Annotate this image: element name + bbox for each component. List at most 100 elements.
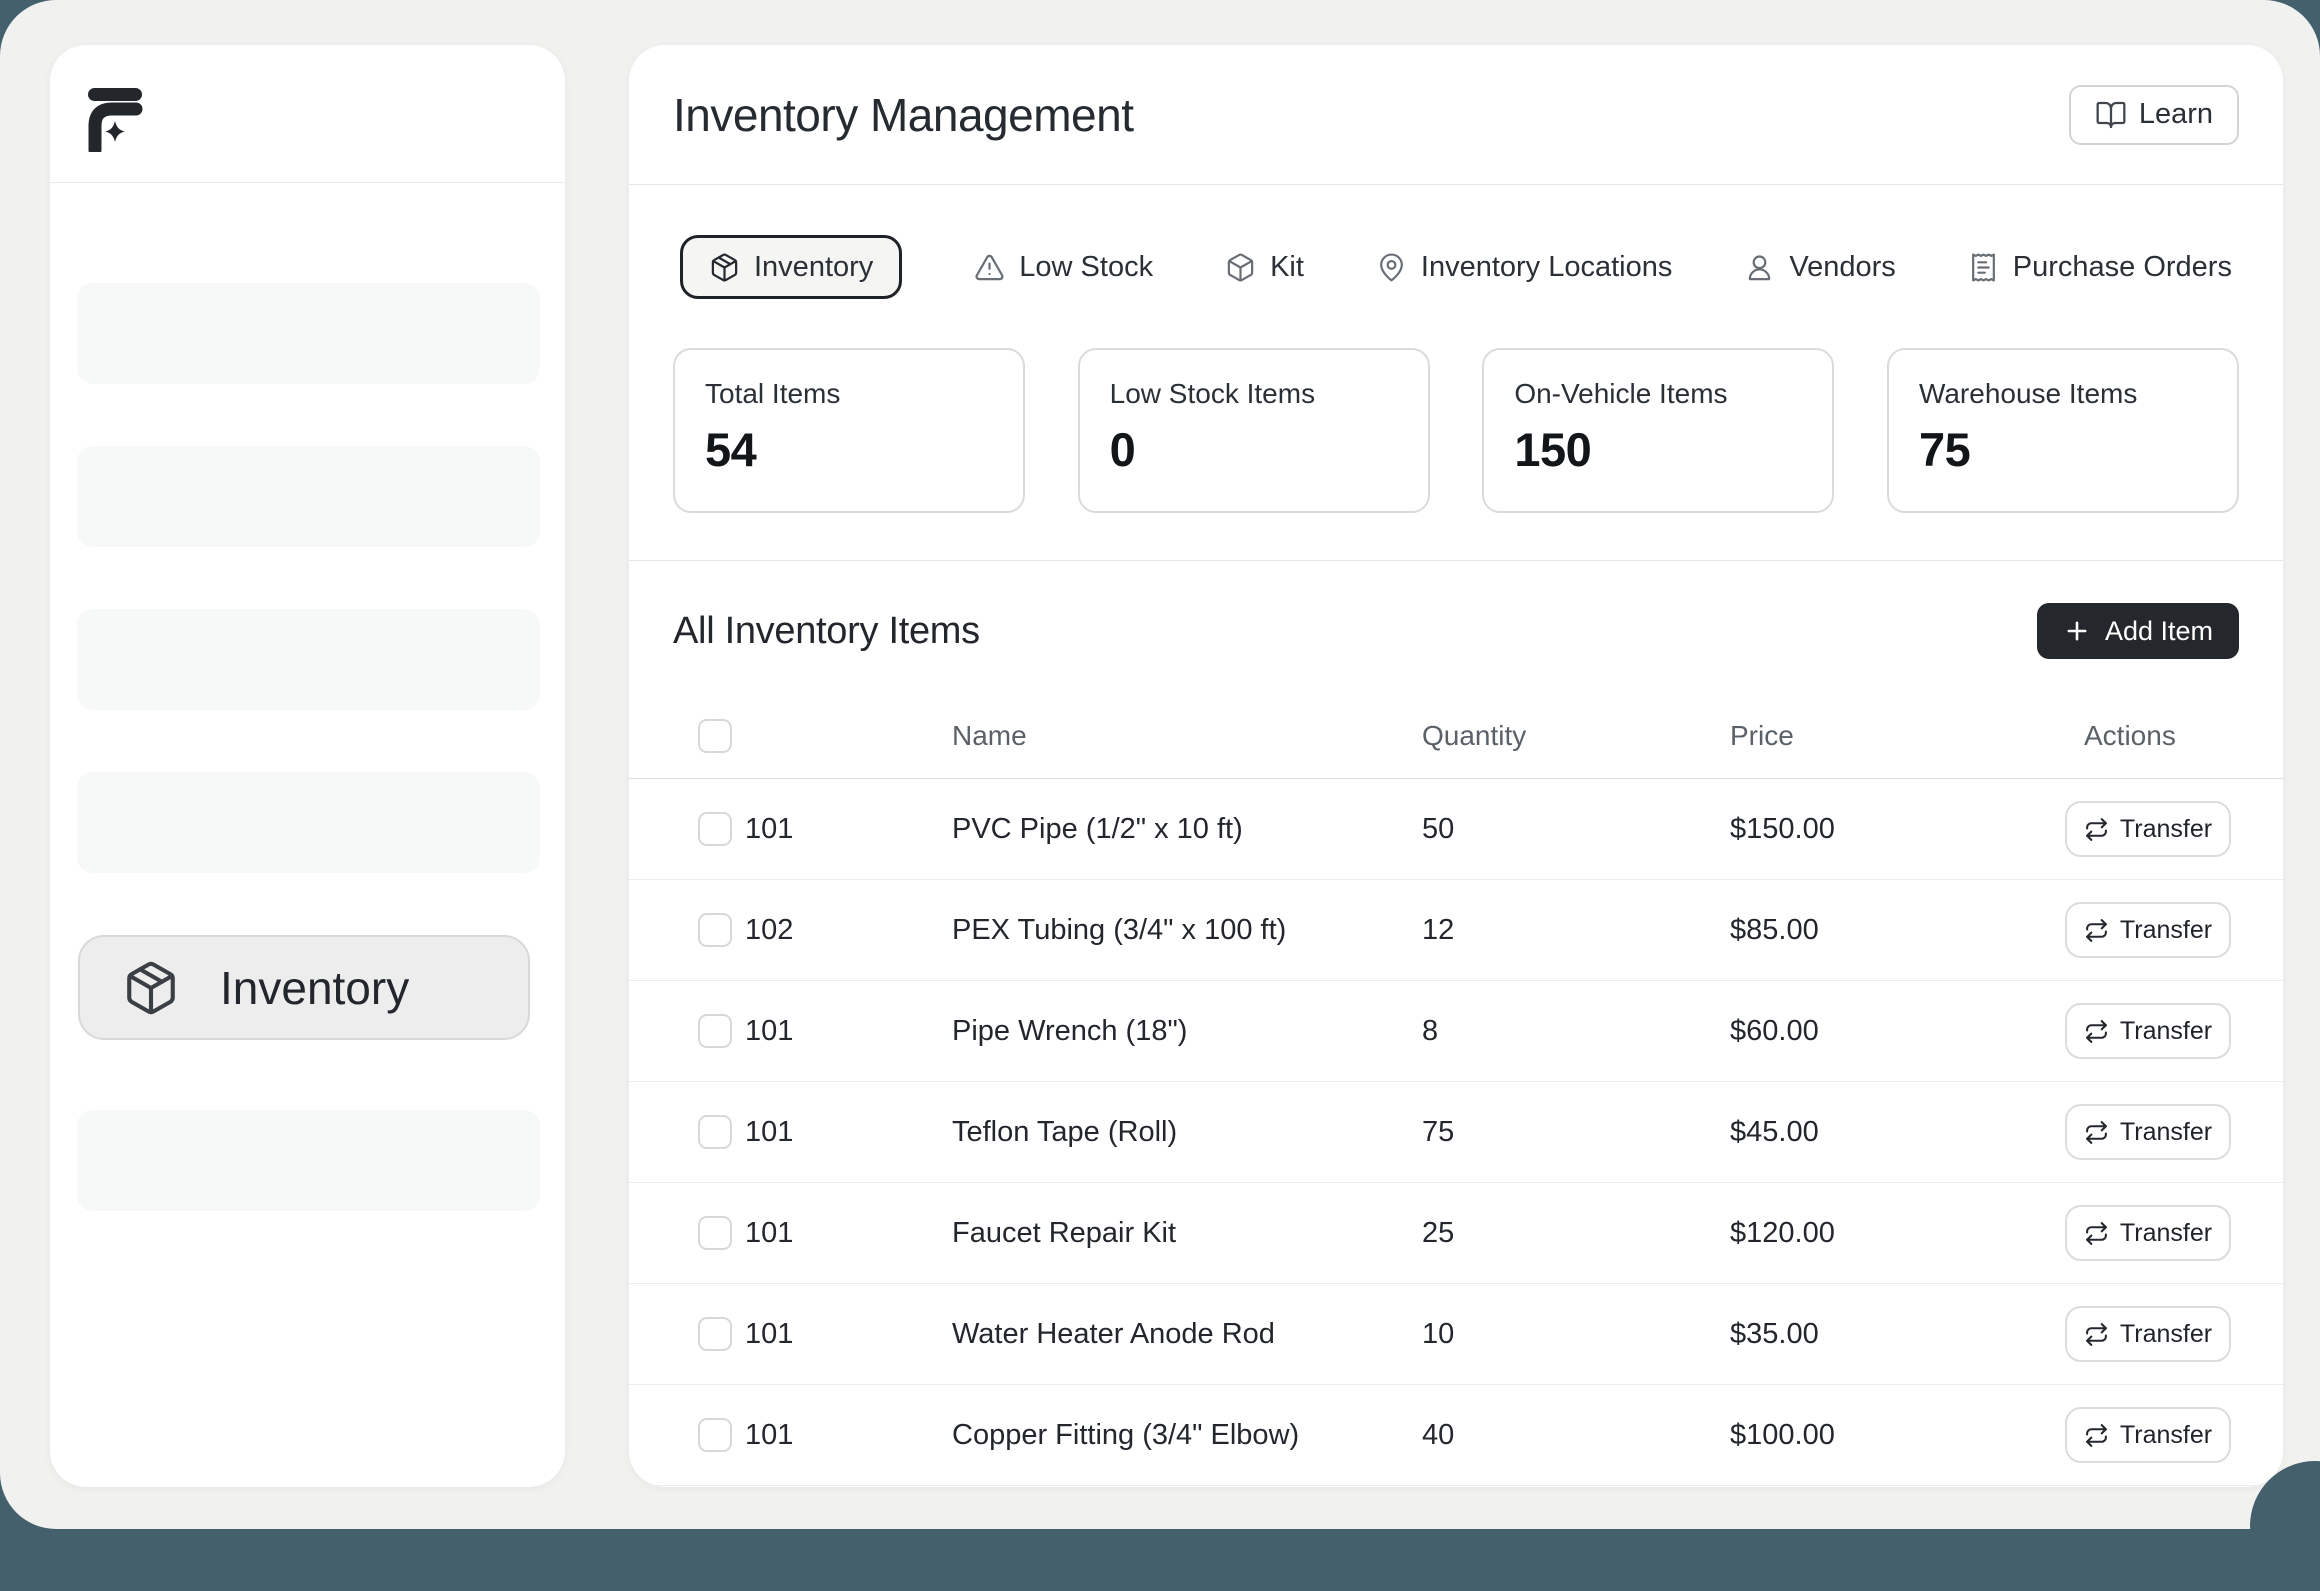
transfer-arrows-icon bbox=[2084, 1221, 2109, 1246]
table-row: 101 PVC Pipe (1/2" x 10 ft) 50 $150.00 T… bbox=[629, 779, 2283, 880]
item-name: PEX Tubing (3/4" x 100 ft) bbox=[952, 914, 1422, 947]
row-checkbox[interactable] bbox=[698, 1115, 732, 1149]
table-row: 101 Faucet Repair Kit 25 $120.00 Transfe… bbox=[629, 1183, 2283, 1284]
item-price: $60.00 bbox=[1730, 1015, 2065, 1048]
transfer-button[interactable]: Transfer bbox=[2065, 1003, 2231, 1059]
sidebar-item-inventory[interactable]: Inventory bbox=[78, 935, 530, 1040]
stat-card-total-items: Total Items 54 bbox=[673, 348, 1025, 513]
item-id: 101 bbox=[745, 1419, 952, 1452]
item-name: Water Heater Anode Rod bbox=[952, 1318, 1422, 1351]
transfer-button[interactable]: Transfer bbox=[2065, 1205, 2231, 1261]
plus-icon bbox=[2063, 617, 2091, 645]
transfer-arrows-icon bbox=[2084, 817, 2109, 842]
table-row: 101 Pipe Wrench (18") 8 $60.00 Transfer bbox=[629, 981, 2283, 1082]
item-quantity: 40 bbox=[1422, 1419, 1730, 1452]
row-checkbox[interactable] bbox=[698, 1317, 732, 1351]
stat-label: Low Stock Items bbox=[1110, 378, 1398, 410]
select-all-checkbox[interactable] bbox=[698, 719, 732, 753]
tab-label: Low Stock bbox=[1019, 251, 1153, 284]
item-name: Pipe Wrench (18") bbox=[952, 1015, 1422, 1048]
tab-low-stock[interactable]: Low Stock bbox=[974, 251, 1153, 284]
sidebar-skeleton-item bbox=[77, 283, 540, 384]
section-divider bbox=[629, 560, 2283, 561]
add-item-label: Add Item bbox=[2105, 616, 2213, 647]
tab-label: Purchase Orders bbox=[2013, 251, 2232, 284]
item-name: Copper Fitting (3/4" Elbow) bbox=[952, 1419, 1422, 1452]
transfer-label: Transfer bbox=[2120, 1017, 2212, 1046]
transfer-button[interactable]: Transfer bbox=[2065, 1104, 2231, 1160]
item-price: $100.00 bbox=[1730, 1419, 2065, 1452]
section-title: All Inventory Items bbox=[673, 610, 980, 653]
column-header-quantity: Quantity bbox=[1422, 720, 1730, 752]
sidebar-skeleton-item bbox=[77, 609, 540, 710]
stat-value: 150 bbox=[1514, 422, 1802, 477]
page-title: Inventory Management bbox=[673, 88, 1134, 142]
table-row: 101 Water Heater Anode Rod 10 $35.00 Tra… bbox=[629, 1284, 2283, 1385]
tab-label: Kit bbox=[1270, 251, 1304, 284]
stat-label: Warehouse Items bbox=[1919, 378, 2207, 410]
item-quantity: 75 bbox=[1422, 1116, 1730, 1149]
tab-inventory-locations[interactable]: Inventory Locations bbox=[1376, 251, 1672, 284]
transfer-button[interactable]: Transfer bbox=[2065, 1306, 2231, 1362]
item-id: 101 bbox=[745, 1015, 952, 1048]
item-id: 102 bbox=[745, 914, 952, 947]
row-checkbox[interactable] bbox=[698, 1216, 732, 1250]
item-quantity: 8 bbox=[1422, 1015, 1730, 1048]
transfer-label: Transfer bbox=[2120, 916, 2212, 945]
receipt-icon bbox=[1968, 252, 1999, 283]
table-row: 102 PEX Tubing (3/4" x 100 ft) 12 $85.00… bbox=[629, 880, 2283, 981]
map-pin-icon bbox=[1376, 252, 1407, 283]
item-quantity: 12 bbox=[1422, 914, 1730, 947]
stat-card-low-stock-items: Low Stock Items 0 bbox=[1078, 348, 1430, 513]
row-checkbox[interactable] bbox=[698, 913, 732, 947]
learn-button[interactable]: Learn bbox=[2069, 85, 2239, 145]
row-checkbox[interactable] bbox=[698, 812, 732, 846]
item-price: $45.00 bbox=[1730, 1116, 2065, 1149]
item-price: $120.00 bbox=[1730, 1217, 2065, 1250]
item-price: $85.00 bbox=[1730, 914, 2065, 947]
main-panel: Inventory Management Learn Inventory Low… bbox=[629, 45, 2283, 1487]
column-header-name: Name bbox=[952, 720, 1422, 752]
transfer-label: Transfer bbox=[2120, 1118, 2212, 1147]
transfer-label: Transfer bbox=[2120, 815, 2212, 844]
package-icon bbox=[709, 252, 740, 283]
item-name: PVC Pipe (1/2" x 10 ft) bbox=[952, 813, 1422, 846]
package-icon bbox=[122, 959, 180, 1017]
row-checkbox[interactable] bbox=[698, 1418, 732, 1452]
stat-card-warehouse-items: Warehouse Items 75 bbox=[1887, 348, 2239, 513]
tab-kit[interactable]: Kit bbox=[1225, 251, 1304, 284]
sidebar-skeleton-item bbox=[77, 446, 540, 547]
sidebar-skeleton-item bbox=[77, 772, 540, 873]
alert-triangle-icon bbox=[974, 252, 1005, 283]
tab-vendors[interactable]: Vendors bbox=[1744, 251, 1895, 284]
stat-value: 54 bbox=[705, 422, 993, 477]
add-item-button[interactable]: Add Item bbox=[2037, 603, 2239, 659]
stat-card-on-vehicle-items: On-Vehicle Items 150 bbox=[1482, 348, 1834, 513]
item-id: 101 bbox=[745, 1318, 952, 1351]
stat-label: On-Vehicle Items bbox=[1514, 378, 1802, 410]
transfer-button[interactable]: Transfer bbox=[2065, 1407, 2231, 1463]
item-price: $150.00 bbox=[1730, 813, 2065, 846]
tab-label: Inventory Locations bbox=[1421, 251, 1672, 284]
sidebar-logo-divider bbox=[50, 138, 565, 183]
inventory-table: Name Quantity Price Actions 101 PVC Pipe… bbox=[629, 693, 2283, 1486]
page-header: Inventory Management Learn bbox=[629, 45, 2283, 185]
row-checkbox[interactable] bbox=[698, 1014, 732, 1048]
transfer-button[interactable]: Transfer bbox=[2065, 801, 2231, 857]
transfer-label: Transfer bbox=[2120, 1421, 2212, 1450]
tab-inventory[interactable]: Inventory bbox=[680, 235, 902, 299]
tab-purchase-orders[interactable]: Purchase Orders bbox=[1968, 251, 2232, 284]
item-id: 101 bbox=[745, 1116, 952, 1149]
item-id: 101 bbox=[745, 1217, 952, 1250]
user-icon bbox=[1744, 252, 1775, 283]
book-open-icon bbox=[2095, 99, 2127, 131]
transfer-button[interactable]: Transfer bbox=[2065, 902, 2231, 958]
table-row: 101 Copper Fitting (3/4" Elbow) 40 $100.… bbox=[629, 1385, 2283, 1486]
transfer-arrows-icon bbox=[2084, 1423, 2109, 1448]
transfer-arrows-icon bbox=[2084, 918, 2109, 943]
stats-row: Total Items 54 Low Stock Items 0 On-Vehi… bbox=[673, 348, 2239, 513]
tab-label: Vendors bbox=[1789, 251, 1895, 284]
transfer-arrows-icon bbox=[2084, 1322, 2109, 1347]
box-icon bbox=[1225, 252, 1256, 283]
sidebar-item-label: Inventory bbox=[220, 961, 409, 1015]
